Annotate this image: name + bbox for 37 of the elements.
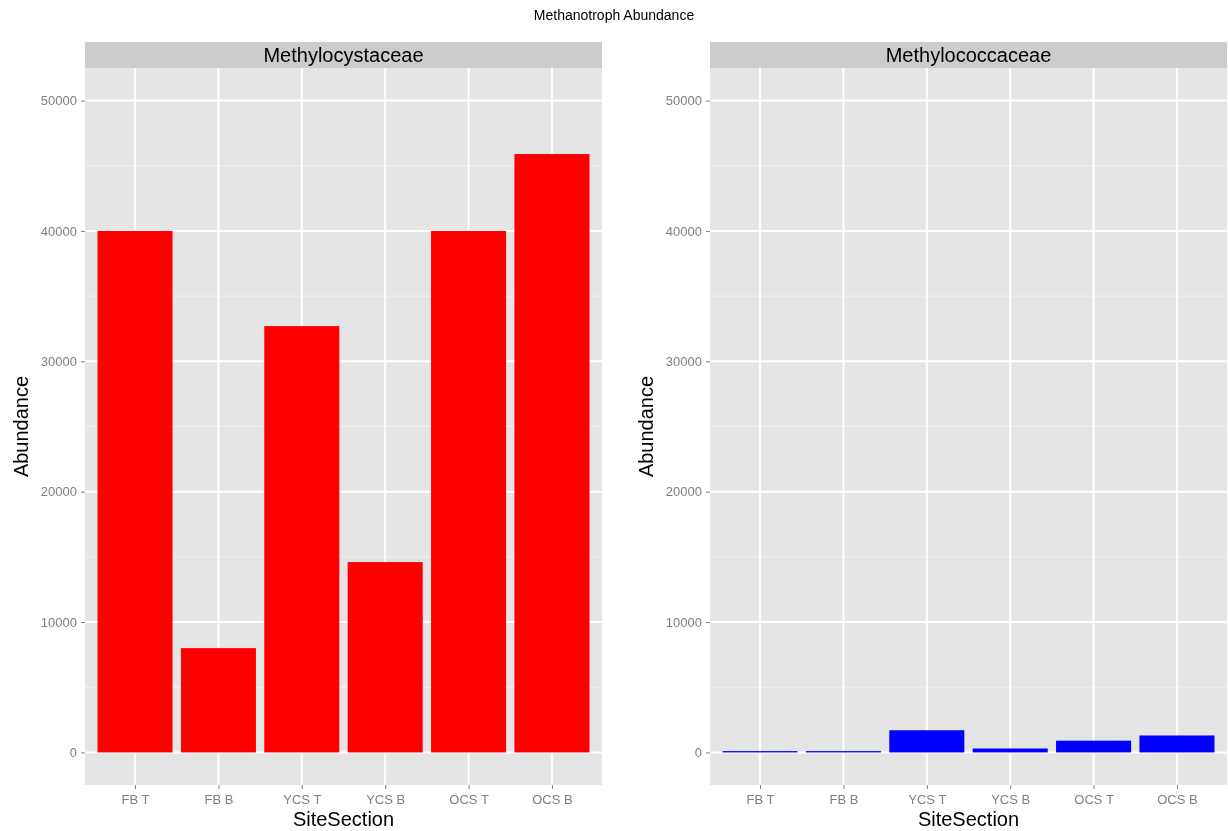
x-tick-label: YCS B <box>991 792 1031 808</box>
y-tick-label: 10000 <box>40 614 77 630</box>
bar <box>264 326 340 753</box>
chart-subtitle: Methylocystaceae <box>263 44 424 66</box>
y-tick-label: 40000 <box>665 223 702 239</box>
chart-subtitle: Methylococcaceae <box>885 44 1052 66</box>
y-tick-label: 10000 <box>665 614 702 630</box>
x-tick-label: YCS B <box>366 792 406 808</box>
bar <box>180 648 256 753</box>
y-tick-label: 20000 <box>665 484 702 500</box>
y-tick-label: 0 <box>694 745 702 761</box>
x-tick-label: OCS B <box>1157 792 1198 808</box>
x-tick-label: YCS T <box>283 792 322 808</box>
y-axis-title: Abundance <box>635 375 657 478</box>
y-tick-label: 30000 <box>40 353 77 369</box>
x-tick-label: FB T <box>746 792 775 808</box>
x-tick-label: FB B <box>204 792 234 808</box>
bar <box>514 154 590 753</box>
chart-title: Methanotroph Abundance <box>533 7 695 23</box>
y-tick-label: 0 <box>69 745 77 761</box>
y-axis-title: Abundance <box>10 375 32 478</box>
x-axis-title: SiteSection <box>917 808 1020 830</box>
x-tick-label: YCS T <box>908 792 947 808</box>
x-tick-label: OCS T <box>449 792 489 808</box>
y-tick-label: 50000 <box>665 93 702 109</box>
y-tick-label: 50000 <box>40 93 77 109</box>
x-tick-label: OCS T <box>1074 792 1114 808</box>
x-tick-label: FB B <box>829 792 859 808</box>
y-tick-label: 40000 <box>40 223 77 239</box>
x-tick-label: FB T <box>121 792 150 808</box>
y-tick-label: 20000 <box>40 484 77 500</box>
x-axis-title: SiteSection <box>292 808 395 830</box>
bar <box>431 230 507 753</box>
bar <box>97 230 173 753</box>
bar <box>347 562 423 753</box>
x-tick-label: OCS B <box>532 792 573 808</box>
y-tick-label: 30000 <box>665 353 702 369</box>
